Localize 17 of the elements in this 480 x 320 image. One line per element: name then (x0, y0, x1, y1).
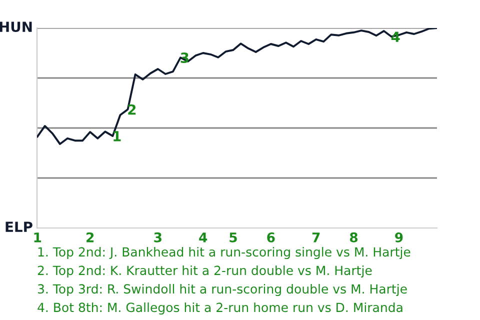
x-tick-label: 9 (395, 232, 403, 242)
x-tick-label: 5 (230, 232, 237, 242)
text: HUN (0, 22, 32, 32)
text: 1. Top 2nd: J. Bankhead hit a run-scoring single vs M. Hartje (38, 246, 410, 260)
x-tick-label: 1 (34, 232, 42, 242)
x-tick-label: 7 (312, 232, 320, 242)
text: ELP (6, 222, 32, 232)
x-tick-label: 4 (199, 232, 208, 242)
annotation: 2 (128, 104, 136, 115)
x-tick-label: 6 (267, 232, 275, 242)
x-tick-label: 2 (86, 232, 94, 242)
x-tick-label: 8 (350, 232, 358, 242)
annotation: 1 (114, 131, 121, 142)
text: 4. Bot 8th: M. Gallegos hit a 2-run home run vs D. Miranda (38, 302, 402, 315)
x-tick-label: 3 (154, 232, 162, 242)
text: 2. Top 2nd: K. Krautter hit a 2-run double vs M. Hartje (38, 265, 372, 278)
text: 3. Top 3rd: R. Swindoll hit a run-scoring double vs M. Hartje (38, 284, 407, 296)
